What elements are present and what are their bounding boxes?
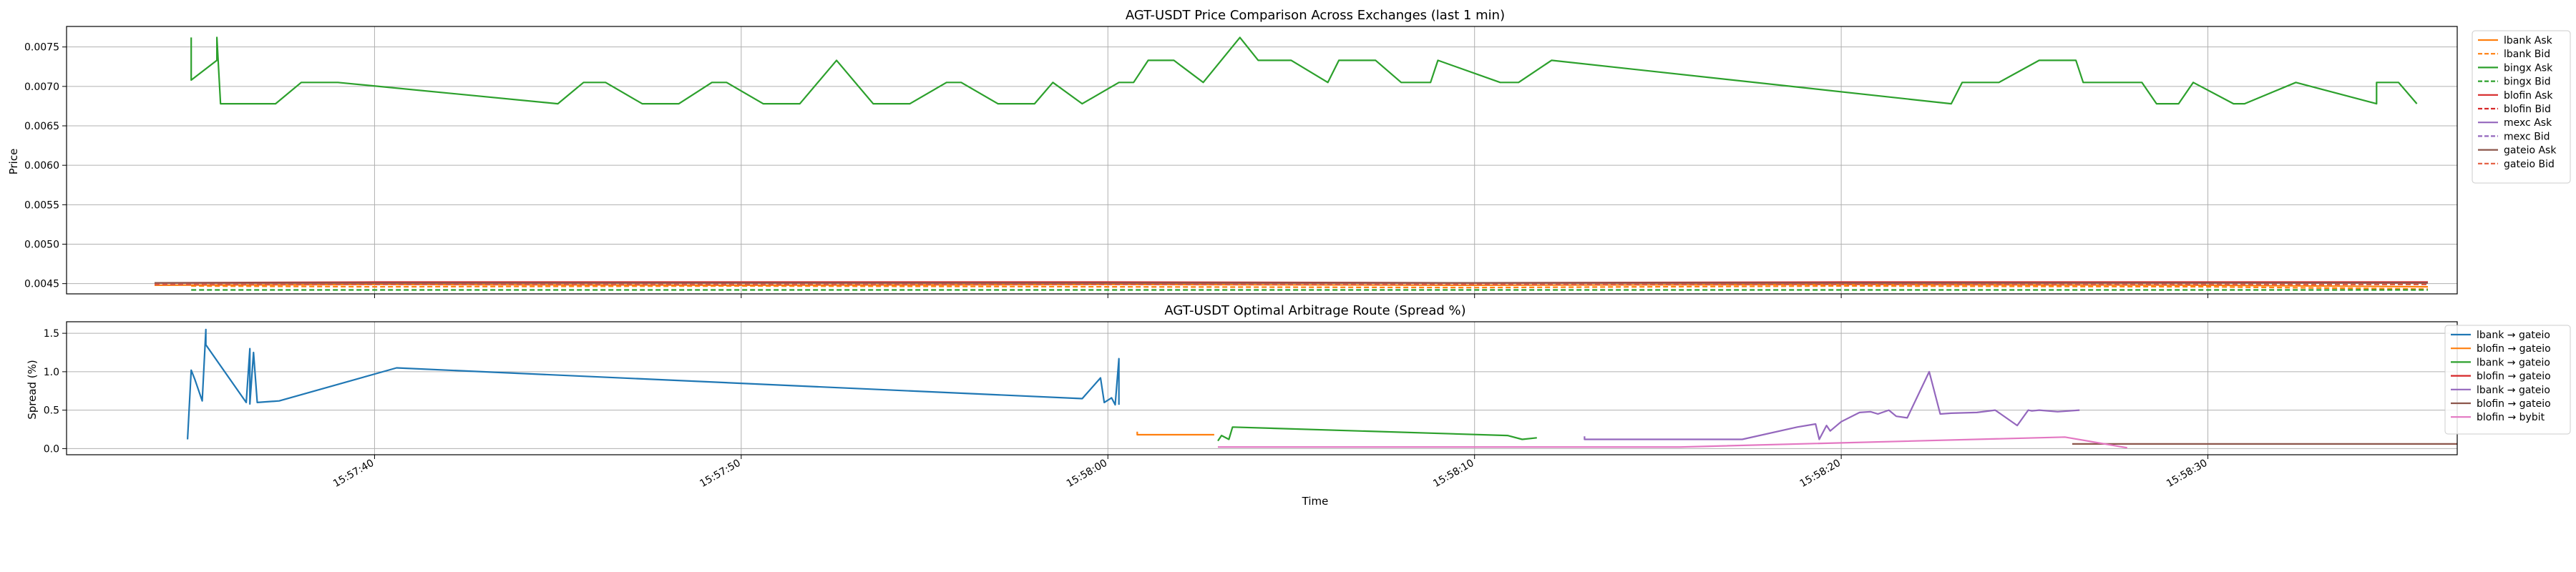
series-line-lbank-bid [191,285,2429,290]
series-line-blofin-bybit [1218,436,2127,449]
legend-label-blofin-gateio: blofin → gateio [2477,371,2551,383]
y-tick-label: 0.0060 [24,160,59,172]
series-line-bingx-ask [190,36,2418,105]
legend-label-blofin-bid: blofin Bid [2504,104,2551,115]
legend-label-bingx-ask: bingx Ask [2504,62,2553,74]
y-tick-label: 0.0050 [24,239,59,250]
y-tick-label: 0.0075 [24,42,59,54]
legend-label-blofin-gateio: blofin → gateio [2477,343,2551,355]
legend-label-lbank-gateio: lbank → gateio [2477,330,2550,341]
y-tick-label: 0.5 [44,405,59,417]
price-chart-title: AGT-USDT Price Comparison Across Exchang… [1126,8,1505,23]
legend-label-blofin-bybit: blofin → bybit [2477,412,2545,423]
legend-label-blofin-ask: blofin Ask [2504,90,2553,102]
price-panel: AGT-USDT Price Comparison Across Exchang… [7,8,2571,298]
series-line-blofin-gateio [1136,431,1214,436]
plot-frame [66,26,2458,295]
legend-label-blofin-gateio: blofin → gateio [2477,398,2551,410]
legend-label-mexc-bid: mexc Bid [2504,131,2550,142]
legend-box [2472,30,2571,184]
legend-label-gateio-ask: gateio Ask [2504,145,2557,157]
series-line-lbank-gateio [1584,370,2080,440]
legend-label-bingx-bid: bingx Bid [2504,77,2551,88]
legend-label-lbank-gateio: lbank → gateio [2477,385,2550,396]
spread-legend: lbank → gateio blofin → gateio lbank → gat… [2444,325,2571,435]
series-line-lbank-gateio [1217,426,1537,442]
legend-label-lbank-ask: lbank Ask [2504,35,2553,46]
price-legend: lbank Ask lbank Bid bingx Ask bingx Bid blof… [2472,30,2571,184]
spread-panel: AGT-USDT Optimal Arbitrage Route (Spread… [26,303,2571,508]
y-tick-label: 0.0065 [24,121,59,132]
legend-label-lbank-bid: lbank Bid [2504,49,2550,60]
y-tick-label: 1.0 [44,367,59,378]
price-plot-area: 0.0045 0.0050 0.0055 0.0060 0.0065 0.0070 0.00… [24,26,2458,298]
spread-chart-title: AGT-USDT Optimal Arbitrage Route (Spread… [1164,303,1465,318]
y-tick-label: 0.0070 [24,82,59,93]
legend-label-lbank-gateio: lbank → gateio [2477,357,2550,368]
legend-label-mexc-ask: mexc Ask [2504,117,2552,129]
price-y-axis-label: Price [7,149,20,175]
series-line-lbank-gateio [187,328,1120,440]
spread-x-axis-label: Time [1302,495,1329,508]
y-tick-label: 0.0045 [24,279,59,290]
y-tick-label: 0.0055 [24,199,59,211]
y-tick-label: 1.5 [44,328,59,340]
y-tick-label: 0.0 [44,443,59,455]
legend-box [2444,325,2571,435]
legend-label-gateio-bid: gateio Bid [2504,159,2555,170]
spread-y-axis-label: Spread (%) [26,360,39,420]
